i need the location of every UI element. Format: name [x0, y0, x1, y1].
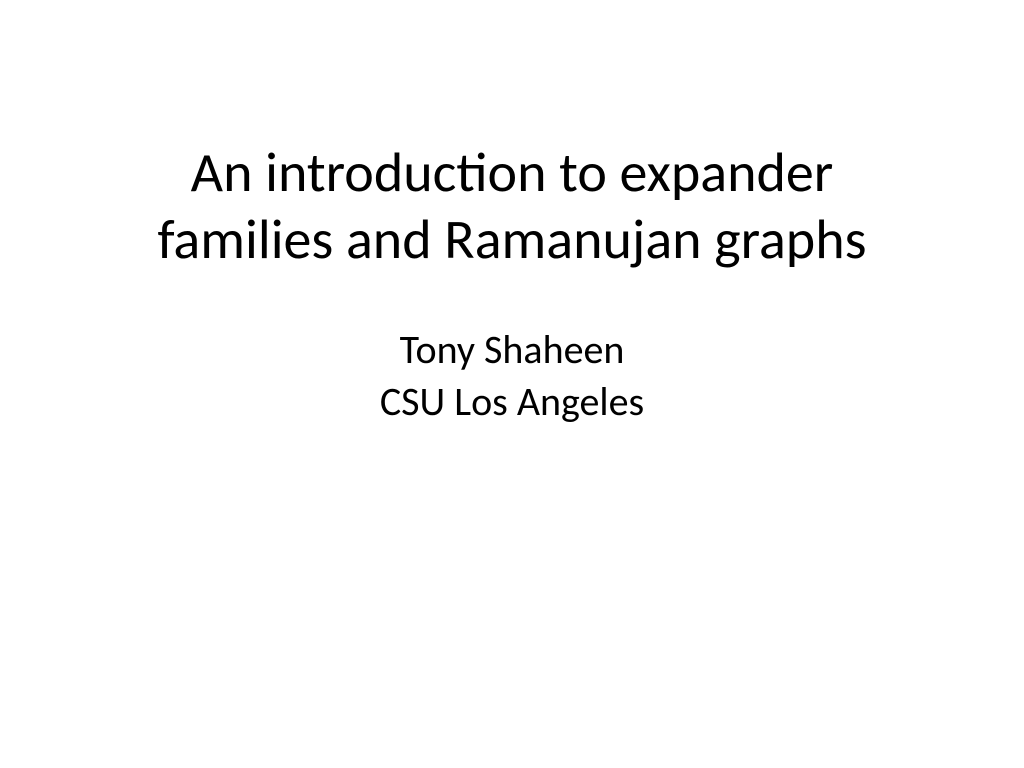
slide-title: An introduction to expander families and… — [102, 140, 922, 274]
affiliation: CSU Los Angeles — [380, 376, 644, 428]
slide-subtitle: Tony Shaheen CSU Los Angeles — [380, 324, 644, 428]
author-name: Tony Shaheen — [380, 324, 644, 376]
